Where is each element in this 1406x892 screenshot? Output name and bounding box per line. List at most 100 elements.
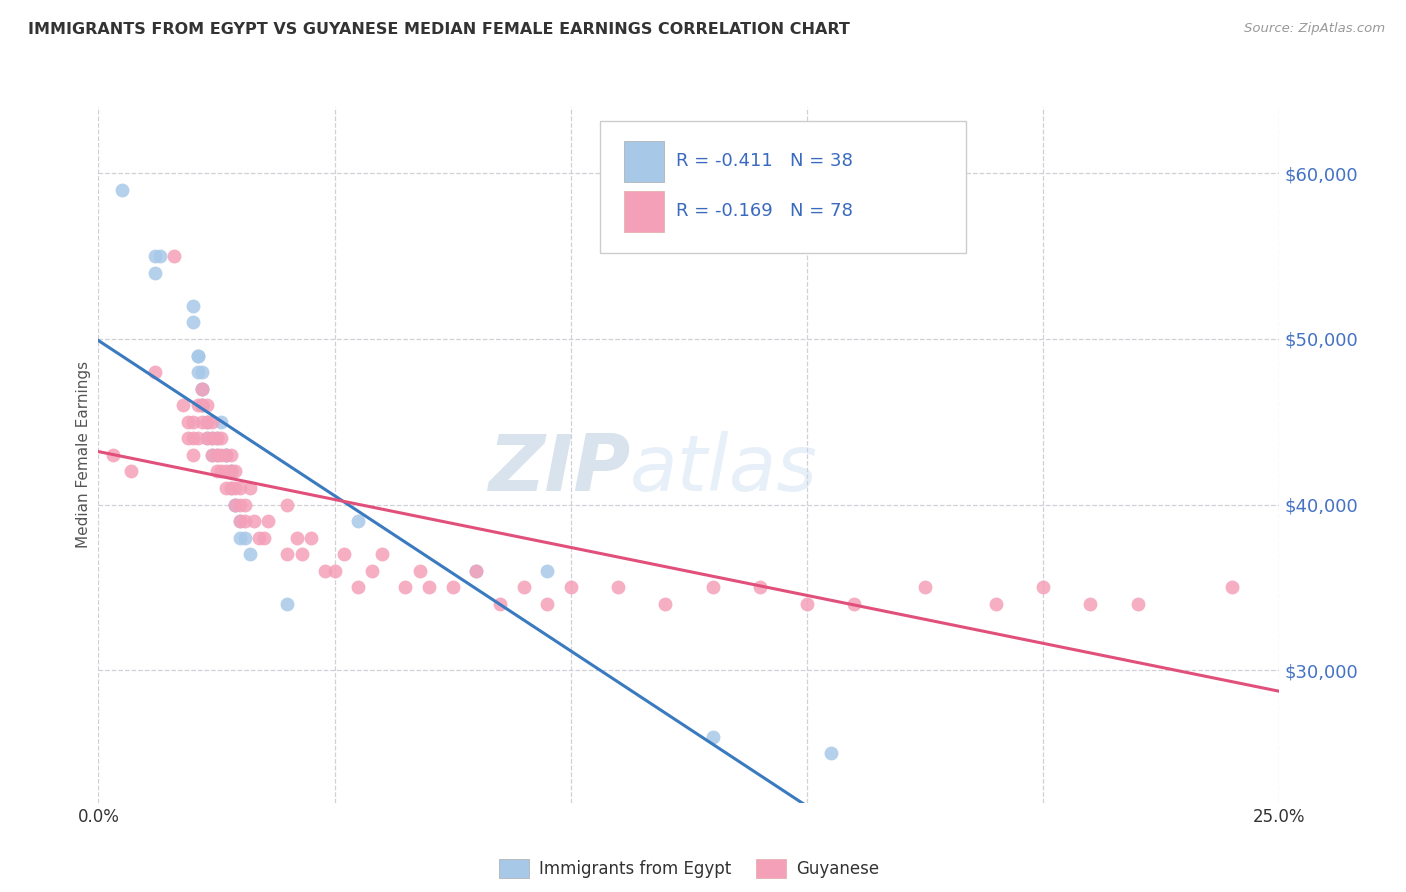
Point bbox=[224, 465, 246, 479]
Point bbox=[195, 415, 218, 429]
Point bbox=[465, 564, 488, 578]
Point bbox=[233, 531, 256, 545]
Point bbox=[209, 448, 232, 462]
Point bbox=[205, 431, 228, 445]
Point bbox=[465, 564, 488, 578]
Point bbox=[215, 448, 238, 462]
Point bbox=[181, 448, 204, 462]
Point bbox=[233, 498, 256, 512]
Point bbox=[191, 415, 214, 429]
Point bbox=[536, 597, 558, 611]
Text: atlas: atlas bbox=[630, 431, 818, 507]
Point bbox=[276, 597, 298, 611]
Point bbox=[172, 398, 194, 412]
Point bbox=[224, 481, 246, 495]
Point bbox=[191, 382, 214, 396]
Point bbox=[224, 498, 246, 512]
Y-axis label: Median Female Earnings: Median Female Earnings bbox=[76, 361, 91, 549]
Point bbox=[195, 415, 218, 429]
Point bbox=[536, 564, 558, 578]
Point bbox=[219, 481, 242, 495]
Point bbox=[253, 531, 276, 545]
FancyBboxPatch shape bbox=[600, 121, 966, 253]
Point bbox=[111, 183, 134, 197]
Point bbox=[187, 349, 209, 363]
Point bbox=[205, 448, 228, 462]
Point bbox=[560, 581, 582, 595]
Point bbox=[1220, 581, 1243, 595]
Point bbox=[323, 564, 346, 578]
Point bbox=[489, 597, 512, 611]
Point bbox=[201, 431, 224, 445]
Point bbox=[229, 514, 252, 528]
Point bbox=[195, 398, 218, 412]
Point bbox=[195, 431, 218, 445]
Point bbox=[181, 431, 204, 445]
Point bbox=[219, 465, 242, 479]
Point bbox=[276, 498, 298, 512]
Point bbox=[512, 581, 534, 595]
Point bbox=[121, 465, 143, 479]
Point bbox=[333, 547, 356, 561]
Point bbox=[219, 465, 242, 479]
Point bbox=[219, 465, 242, 479]
Point bbox=[748, 581, 770, 595]
Point bbox=[191, 398, 214, 412]
Point bbox=[209, 465, 232, 479]
Point bbox=[247, 531, 270, 545]
Point bbox=[201, 431, 224, 445]
Point bbox=[239, 481, 262, 495]
Point bbox=[290, 547, 312, 561]
Point bbox=[796, 597, 818, 611]
Point bbox=[914, 581, 936, 595]
Point bbox=[361, 564, 384, 578]
Point bbox=[215, 465, 238, 479]
Point bbox=[215, 448, 238, 462]
Point bbox=[229, 531, 252, 545]
Point bbox=[654, 597, 676, 611]
Point bbox=[418, 581, 440, 595]
Point bbox=[229, 498, 252, 512]
Point bbox=[101, 448, 124, 462]
Point bbox=[143, 266, 166, 280]
FancyBboxPatch shape bbox=[624, 141, 664, 182]
Point bbox=[201, 415, 224, 429]
Point bbox=[143, 249, 166, 263]
Point bbox=[844, 597, 866, 611]
Point bbox=[215, 448, 238, 462]
Point bbox=[187, 349, 209, 363]
FancyBboxPatch shape bbox=[624, 191, 664, 232]
Point bbox=[257, 514, 280, 528]
Point bbox=[243, 514, 266, 528]
Point bbox=[219, 448, 242, 462]
Point bbox=[209, 431, 232, 445]
Point bbox=[702, 730, 724, 744]
Point bbox=[187, 398, 209, 412]
Point bbox=[229, 514, 252, 528]
Point bbox=[205, 448, 228, 462]
Point bbox=[224, 498, 246, 512]
Text: R = -0.169   N = 78: R = -0.169 N = 78 bbox=[676, 202, 853, 220]
Point bbox=[984, 597, 1007, 611]
Point bbox=[191, 365, 214, 379]
Point bbox=[181, 315, 204, 329]
Point bbox=[1126, 597, 1149, 611]
Point bbox=[702, 581, 724, 595]
Point bbox=[347, 514, 370, 528]
Point bbox=[191, 398, 214, 412]
Text: ZIP: ZIP bbox=[488, 431, 630, 507]
Point bbox=[394, 581, 416, 595]
Text: R = -0.411   N = 38: R = -0.411 N = 38 bbox=[676, 153, 853, 170]
Point bbox=[229, 481, 252, 495]
Point bbox=[285, 531, 308, 545]
Point bbox=[1032, 581, 1054, 595]
Point bbox=[347, 581, 370, 595]
Text: IMMIGRANTS FROM EGYPT VS GUYANESE MEDIAN FEMALE EARNINGS CORRELATION CHART: IMMIGRANTS FROM EGYPT VS GUYANESE MEDIAN… bbox=[28, 22, 851, 37]
Point bbox=[239, 547, 262, 561]
Point bbox=[441, 581, 464, 595]
Point bbox=[205, 431, 228, 445]
Point bbox=[201, 448, 224, 462]
Text: Source: ZipAtlas.com: Source: ZipAtlas.com bbox=[1244, 22, 1385, 36]
Point bbox=[276, 547, 298, 561]
Point bbox=[195, 431, 218, 445]
